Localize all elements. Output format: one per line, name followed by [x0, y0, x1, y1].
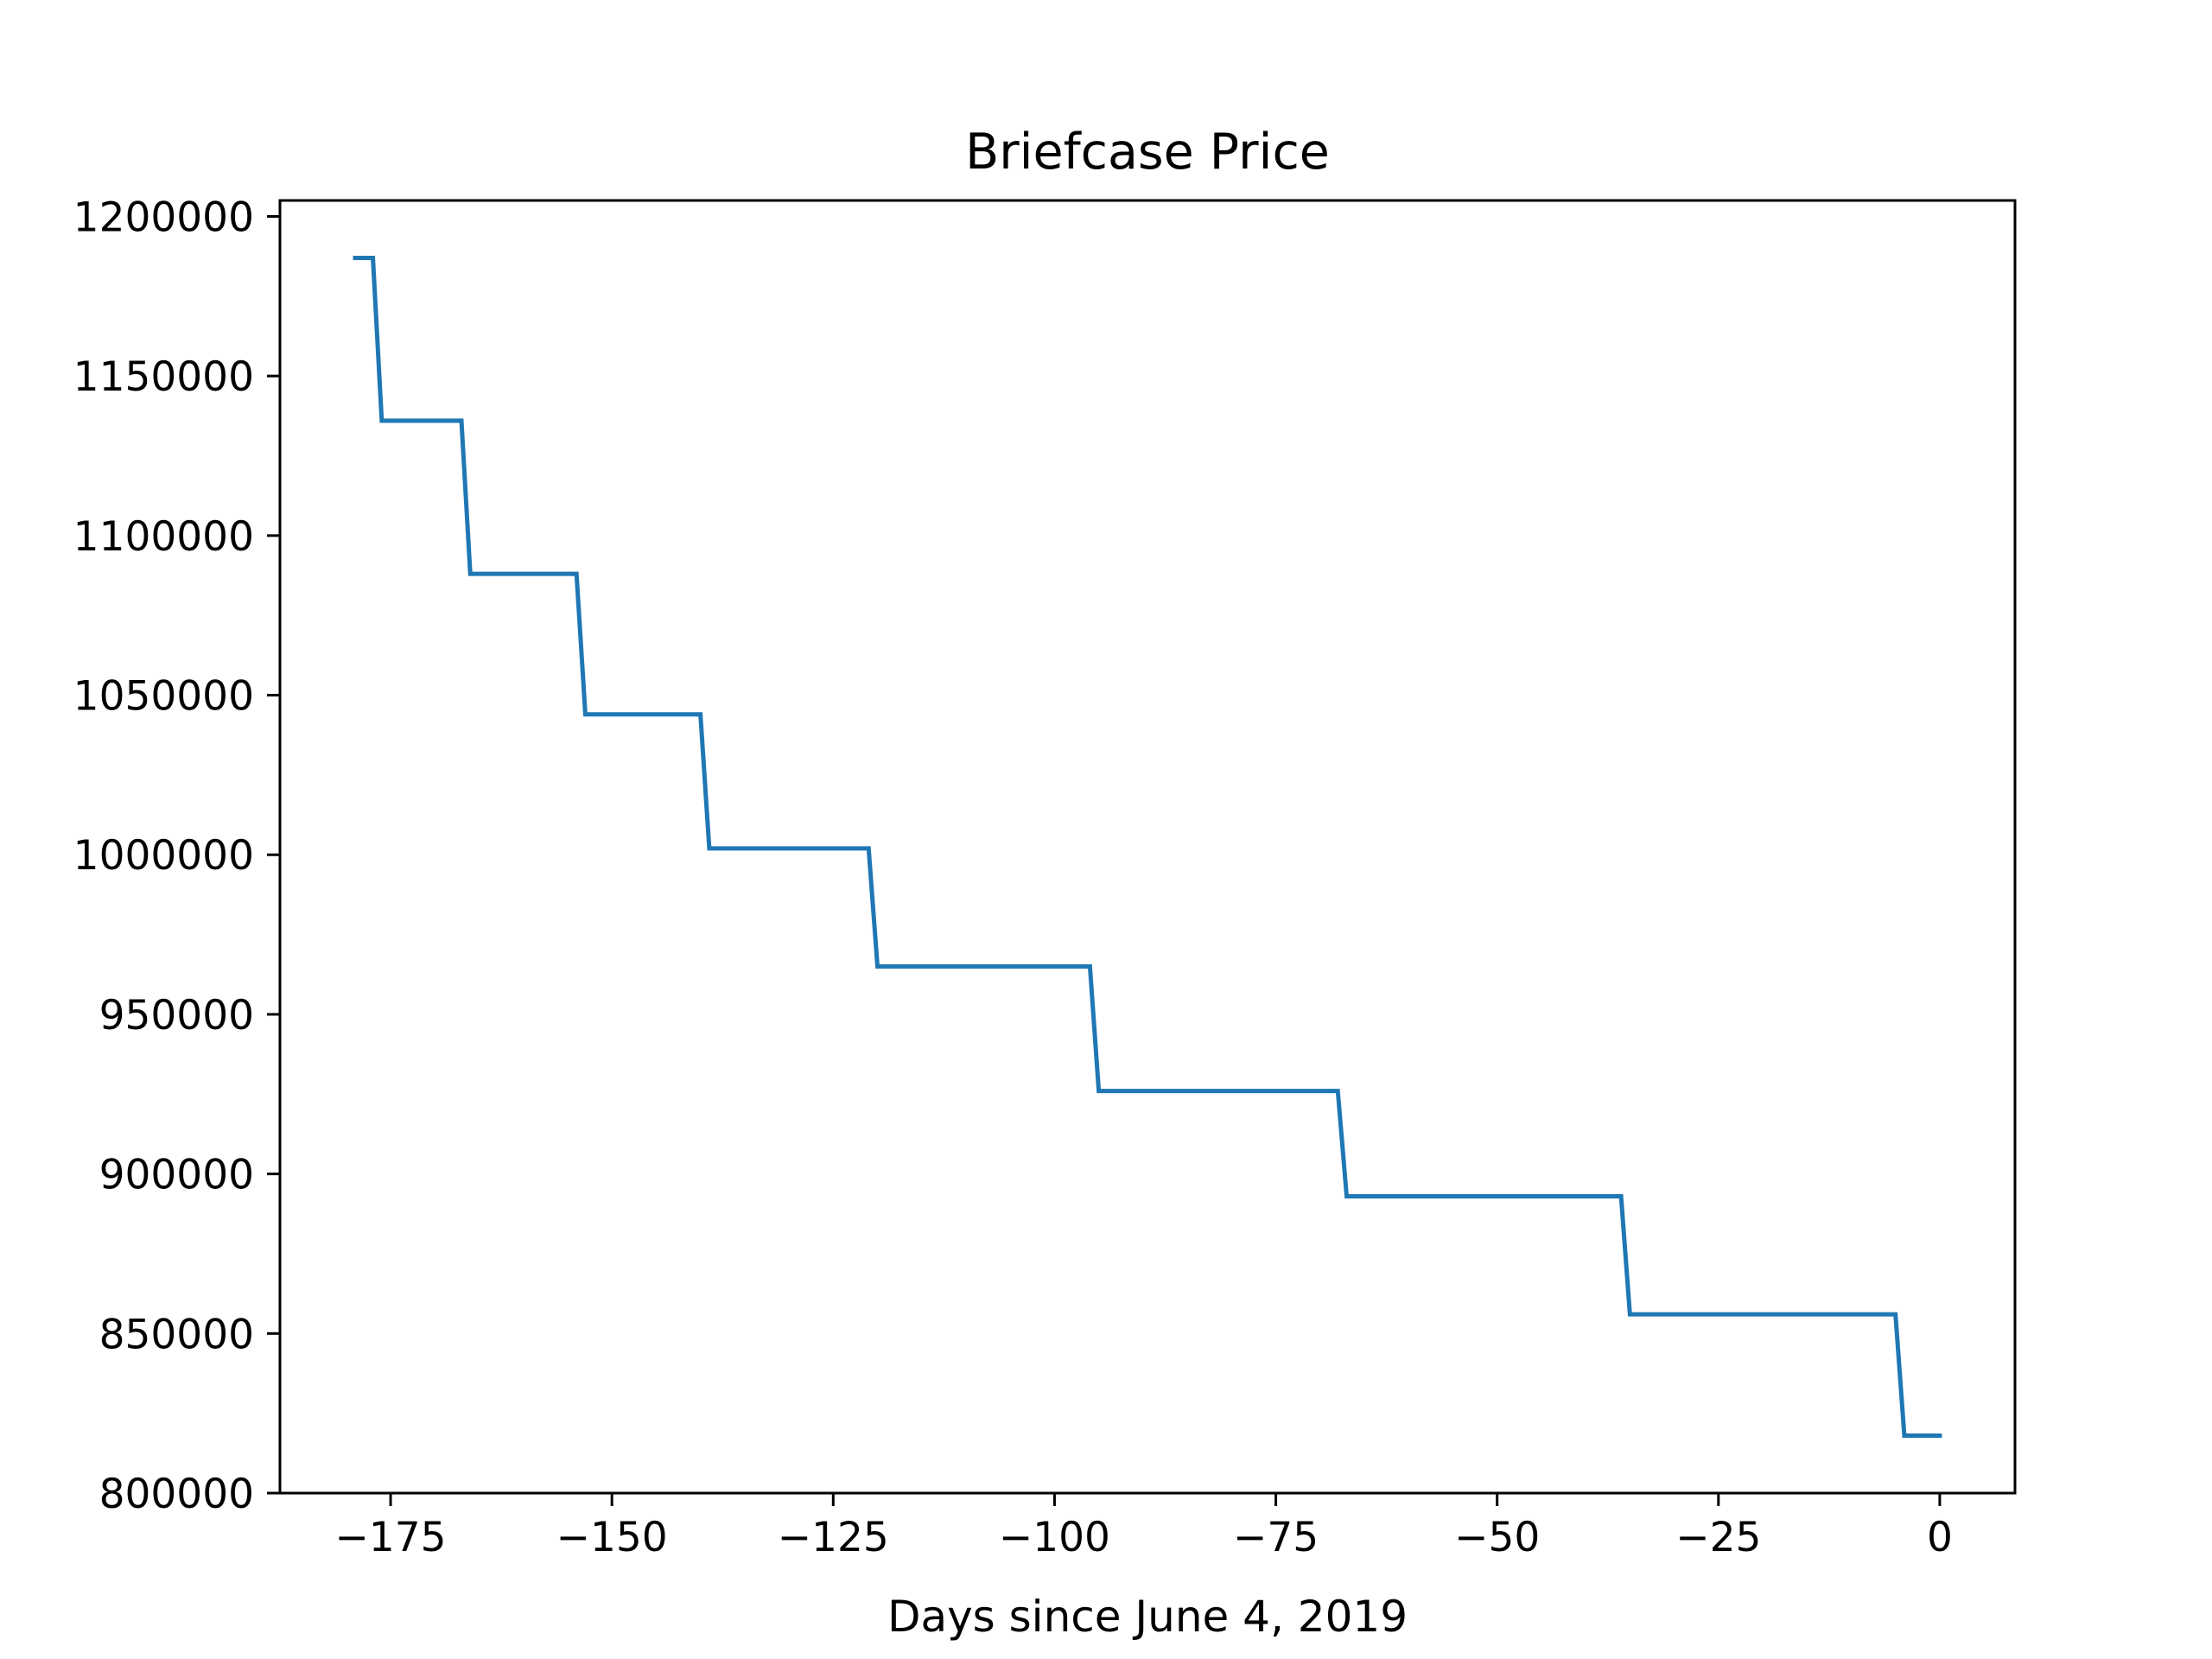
y-axis-ticks: 800000 850000 900000 950000 1000000 1050000 11… [73, 194, 280, 1518]
y-tick-label: 1000000 [73, 832, 254, 880]
x-tick-label: −75 [1233, 1514, 1319, 1561]
y-tick-label: 950000 [99, 992, 254, 1039]
series-layer [353, 255, 1942, 1439]
y-tick-label: 1050000 [73, 673, 254, 721]
x-axis-ticks: −175 −150 −125 −100 −75 −50 −25 0 [335, 1493, 1953, 1561]
x-tick-label: −175 [335, 1514, 447, 1561]
x-axis-label: Days since June 4, 2019 [887, 1592, 1408, 1642]
y-tick-label: 800000 [99, 1471, 254, 1518]
y-tick-label: 1150000 [73, 353, 254, 401]
y-tick-label: 1100000 [73, 513, 254, 561]
x-tick-label: −25 [1675, 1514, 1761, 1561]
y-tick-label: 900000 [99, 1152, 254, 1199]
plot-area [280, 200, 2015, 1493]
x-tick-label: −125 [778, 1514, 889, 1561]
x-tick-label: 0 [1927, 1514, 1953, 1561]
y-tick-label: 1200000 [73, 194, 254, 241]
x-tick-label: −100 [999, 1514, 1110, 1561]
series-line-0 [353, 255, 1942, 1439]
chart-title: Briefcase Price [965, 124, 1330, 181]
y-tick-label: 850000 [99, 1311, 254, 1358]
x-tick-label: −150 [556, 1514, 668, 1561]
plot-frame [278, 199, 2017, 1495]
x-tick-label: −50 [1454, 1514, 1540, 1561]
